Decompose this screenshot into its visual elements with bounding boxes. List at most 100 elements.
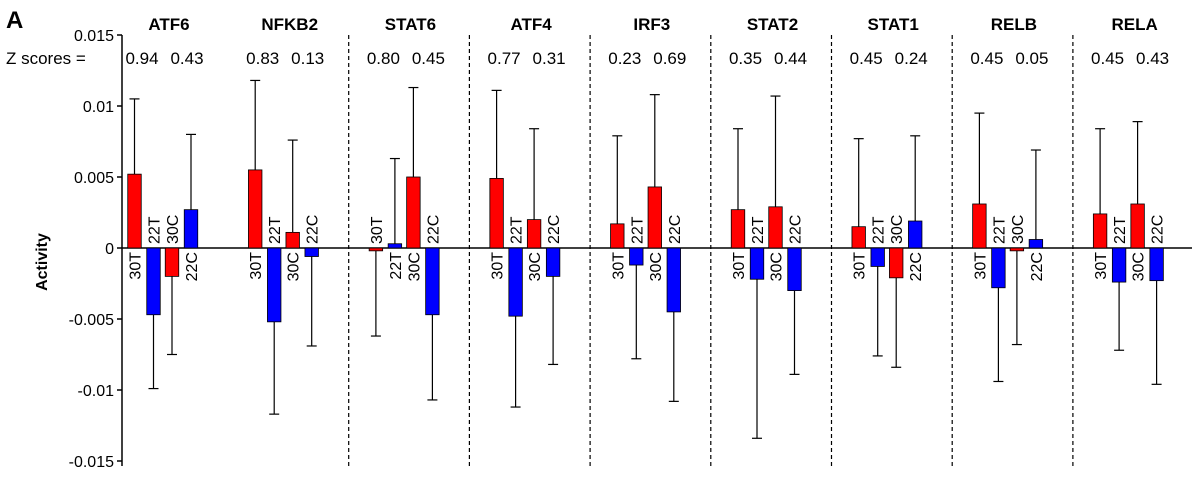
bar-30t [127,173,142,249]
bar-30c [285,231,300,249]
y-axis: 0.015 0.01 0.005 0 -0.005 -0.01 -0.015 [69,28,1192,471]
bar-label-22c: 22C [908,252,925,281]
bar-label-30t: 30T [852,252,869,280]
bar-label-22c: 22C [788,215,805,244]
bar-label-30c: 30C [1010,215,1027,244]
bar-label-30t: 30T [610,252,627,280]
panel-label: A [6,7,23,34]
bar-label-22t: 22T [871,216,888,244]
bar-label-22c: 22C [184,252,201,281]
group-title: NFKB2 [261,15,318,34]
z-score-treated: 0.23 [608,49,641,68]
bar-30c [889,247,904,279]
bar-label-22c: 22C [1029,252,1046,281]
z-score-treated: 0.94 [125,49,158,68]
bar-label-22c: 22C [305,215,322,244]
bar-22c [545,247,561,277]
bar-30c [164,247,180,277]
y-tick-label: 0.005 [74,170,114,187]
bar-22c [183,209,199,249]
z-score-control: 0.44 [774,49,807,68]
bar-label-30t: 30T [490,252,507,280]
y-tick-label: 0.015 [74,28,114,45]
group-title: ATF6 [148,15,189,34]
bar-22t [629,247,644,266]
bar-22t [267,247,282,323]
z-score-control: 0.31 [533,49,566,68]
z-score-control: 0.24 [895,49,928,68]
bar-label-30c: 30C [889,215,906,244]
bar-label-30t: 30T [1093,252,1110,280]
bar-label-30t: 30T [128,252,145,280]
bar-30c [406,176,421,249]
y-tick-label: 0.01 [83,99,114,116]
bar-22t [146,247,161,316]
bar-22c [1149,247,1164,282]
z-score-control: 0.05 [1015,49,1048,68]
z-score-control: 0.43 [170,49,203,68]
z-score-control: 0.13 [291,49,324,68]
bar-30c [768,206,783,249]
bar-22t [870,247,885,267]
bar-22c [908,220,923,249]
bar-label-22t: 22T [388,252,405,280]
bar-label-22c: 22C [1150,215,1167,244]
bar-22t [1111,247,1127,283]
z-score-treated: 0.45 [970,49,1003,68]
bar-label-30t: 30T [248,252,265,280]
bar-30c [1130,203,1145,249]
bar-label-30c: 30C [1131,252,1148,281]
bar-label-22c: 22C [425,215,442,244]
group-title: STAT6 [385,15,436,34]
bar-label-30c: 30C [769,252,786,281]
bar-label-30c: 30C [406,252,423,281]
bar-label-22t: 22T [991,216,1008,244]
bar-22t [387,243,403,249]
bar-label-30c: 30C [648,252,665,281]
bar-label-22t: 22T [629,216,646,244]
bar-30c [526,219,542,249]
z-score-control: 0.69 [653,49,686,68]
bar-label-30t: 30T [731,252,748,280]
bar-label-30c: 30C [286,252,303,281]
bar-22t [991,247,1006,289]
y-axis-label: Activity [34,233,51,291]
bar-label-30t: 30T [369,216,386,244]
bar-22c [787,247,802,291]
z-score-treated: 0.45 [850,49,883,68]
bar-label-30c: 30C [527,252,544,281]
bar-30t [368,247,384,252]
bar-22t [508,247,523,317]
group-title: IRF3 [633,15,670,34]
bar-30t [248,169,263,249]
bar-30t [851,226,866,249]
bar-22c [304,247,319,257]
z-score-treated: 0.80 [367,49,400,68]
bar-30t [1092,213,1108,249]
bar-label-30c: 30C [165,215,182,244]
z-score-control: 0.43 [1136,49,1169,68]
bar-label-22t: 22T [509,216,526,244]
y-tick-label: -0.01 [78,383,115,400]
group-title: RELA [1111,15,1157,34]
y-tick-label: -0.015 [69,454,114,471]
bar-30t [730,209,746,249]
bar-30t [489,178,504,249]
bar-label-30t: 30T [972,252,989,280]
z-scores-label: Z scores = [6,49,86,68]
group-title: STAT1 [868,15,919,34]
bar-30c [647,186,662,249]
group-title: ATF4 [510,15,552,34]
bar-22c [425,247,440,316]
bar-label-22c: 22C [546,215,563,244]
z-score-treated: 0.35 [729,49,762,68]
